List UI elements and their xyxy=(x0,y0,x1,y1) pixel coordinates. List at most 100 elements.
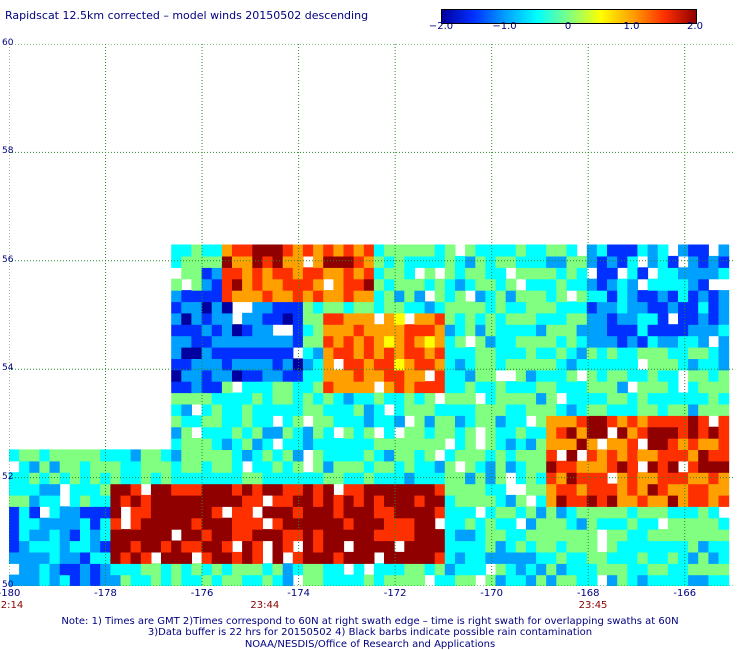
heatmap-cell xyxy=(353,324,365,337)
heatmap-cell xyxy=(536,540,547,553)
heatmap-cell xyxy=(698,267,709,280)
heatmap-cell xyxy=(475,449,486,462)
heatmap-cell xyxy=(546,301,557,314)
heatmap-cell xyxy=(566,335,578,348)
heatmap-cell xyxy=(29,563,40,576)
heatmap-cell xyxy=(718,494,730,507)
heatmap-cell xyxy=(272,312,284,325)
heatmap-cell xyxy=(333,529,345,542)
heatmap-cell xyxy=(637,563,649,576)
heatmap-cell xyxy=(576,290,588,303)
heatmap-cell xyxy=(59,517,71,530)
heatmap-cell xyxy=(718,255,730,268)
heatmap-cell xyxy=(49,563,61,576)
heatmap-cell xyxy=(363,403,375,416)
heatmap-cell xyxy=(313,369,324,382)
heatmap-cell xyxy=(323,563,334,576)
heatmap-cell xyxy=(232,278,243,291)
heatmap-cell xyxy=(414,381,426,394)
heatmap-cell xyxy=(201,483,213,496)
heatmap-cell xyxy=(201,403,213,416)
heatmap-cell xyxy=(596,506,608,519)
heatmap-cell xyxy=(313,449,324,462)
heatmap-cell xyxy=(434,540,446,553)
heatmap-cell xyxy=(647,460,659,473)
heatmap-cell xyxy=(181,358,192,371)
heatmap-cell xyxy=(475,403,486,416)
heatmap-cell xyxy=(647,403,659,416)
heatmap-cell xyxy=(232,290,243,303)
heatmap-cell xyxy=(262,460,274,473)
heatmap-cell xyxy=(525,255,537,268)
heatmap-cell xyxy=(718,381,730,394)
heatmap-cell xyxy=(171,494,182,507)
heatmap-cell xyxy=(424,312,436,325)
heatmap-cell xyxy=(211,312,223,325)
heatmap-cell xyxy=(647,369,659,382)
heatmap-cell xyxy=(495,324,507,337)
heatmap-cell xyxy=(627,255,638,268)
heatmap-cell xyxy=(556,278,567,291)
heatmap-cell xyxy=(90,460,101,473)
heatmap-cell xyxy=(353,244,365,257)
heatmap-cell xyxy=(657,426,669,439)
heatmap-cell xyxy=(59,529,71,542)
heatmap-cell xyxy=(657,301,669,314)
heatmap-cell xyxy=(232,244,243,257)
heatmap-cell xyxy=(667,290,679,303)
heatmap-cell xyxy=(9,551,20,564)
heatmap-cell xyxy=(130,449,142,462)
heatmap-cell xyxy=(495,301,507,314)
heatmap-cell xyxy=(323,529,334,542)
heatmap-cell xyxy=(617,278,628,291)
heatmap-cell xyxy=(647,574,659,587)
heatmap-cell xyxy=(546,335,557,348)
heatmap-cell xyxy=(120,483,132,496)
heatmap-cell xyxy=(201,551,213,564)
heatmap-cell xyxy=(637,415,649,428)
heatmap-cell xyxy=(252,472,263,485)
heatmap-cell xyxy=(110,540,122,553)
heatmap-cell xyxy=(221,301,233,314)
heatmap-cell xyxy=(353,529,365,542)
heatmap-cell xyxy=(191,369,203,382)
heatmap-cell xyxy=(272,460,284,473)
heatmap-cell xyxy=(485,529,497,542)
heatmap-cell xyxy=(688,540,699,553)
heatmap-cell xyxy=(221,255,233,268)
heatmap-cell xyxy=(546,381,557,394)
heatmap-cell xyxy=(232,426,243,439)
heatmap-cell xyxy=(617,381,628,394)
heatmap-cell xyxy=(313,358,324,371)
heatmap-cell xyxy=(49,529,61,542)
heatmap-cell xyxy=(505,324,517,337)
heatmap-cell xyxy=(505,540,517,553)
heatmap-cell xyxy=(546,278,557,291)
heatmap-cell xyxy=(627,278,638,291)
heatmap-cell xyxy=(647,244,659,257)
heatmap-cell xyxy=(120,449,132,462)
heatmap-cell xyxy=(718,460,730,473)
heatmap-cell xyxy=(627,358,638,371)
heatmap-cell xyxy=(201,506,213,519)
heatmap-cell xyxy=(171,483,182,496)
heatmap-cell xyxy=(698,381,709,394)
heatmap-cell xyxy=(566,574,578,587)
heatmap-cell xyxy=(536,517,547,530)
heatmap-cell xyxy=(313,551,324,564)
heatmap-cell xyxy=(171,255,182,268)
heatmap-cell xyxy=(171,574,182,587)
heatmap-cell xyxy=(343,494,355,507)
heatmap-cell xyxy=(596,449,608,462)
heatmap-cell xyxy=(505,460,517,473)
heatmap-cell xyxy=(404,460,415,473)
heatmap-cell xyxy=(546,460,557,473)
heatmap-cell xyxy=(698,403,709,416)
heatmap-cell xyxy=(343,312,355,325)
heatmap-cell xyxy=(617,403,628,416)
heatmap-cell xyxy=(536,449,547,462)
heatmap-cell xyxy=(29,472,40,485)
heatmap-cell xyxy=(49,483,61,496)
heatmap-cell xyxy=(607,312,618,325)
heatmap-cell xyxy=(475,347,486,359)
